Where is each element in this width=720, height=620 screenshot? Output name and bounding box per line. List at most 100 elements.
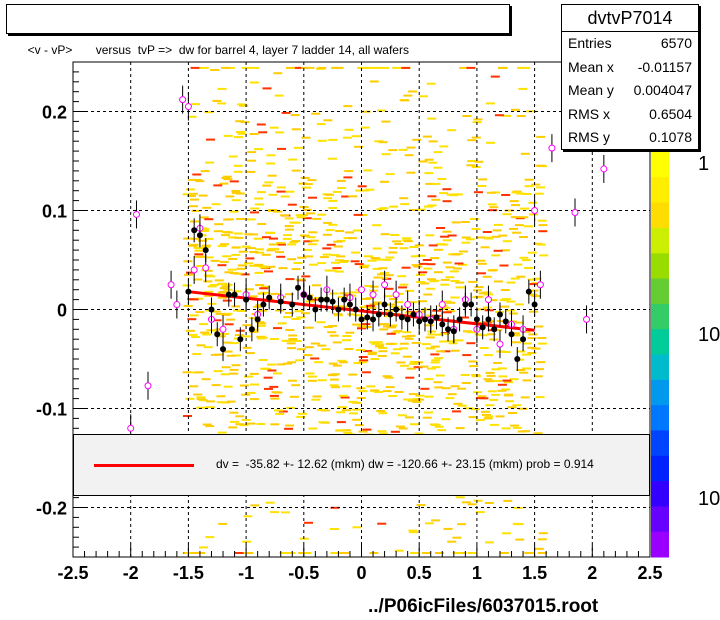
density-cell (369, 303, 379, 306)
density-cell (328, 373, 338, 376)
black-marker (531, 301, 538, 308)
density-cell (328, 199, 338, 202)
density-cell (291, 384, 301, 387)
palette-cell (651, 202, 669, 229)
density-cell (378, 432, 388, 435)
density-cell (228, 426, 238, 429)
density-cell (404, 337, 414, 340)
density-cell (439, 145, 449, 148)
density-cell (435, 374, 445, 377)
density-cell (464, 407, 474, 410)
density-cell (328, 138, 338, 141)
density-cell (487, 269, 497, 272)
density-cell (227, 268, 237, 271)
density-cell (488, 209, 498, 212)
density-cell (441, 350, 451, 353)
density-cell (500, 305, 510, 308)
density-cell (447, 129, 457, 132)
density-cell (434, 248, 443, 251)
density-cell (528, 213, 538, 216)
density-cell (511, 204, 520, 207)
black-marker (225, 291, 232, 298)
density-cell (301, 275, 311, 278)
density-cell (474, 286, 484, 289)
density-cell (520, 152, 530, 155)
density-cell (494, 114, 504, 117)
density-cell (254, 197, 264, 200)
density-cell (536, 186, 545, 189)
stats-label: RMS x (568, 105, 610, 122)
density-cell (188, 178, 198, 181)
density-cell (317, 66, 327, 69)
density-cell (267, 174, 277, 177)
density-cell (351, 251, 360, 254)
density-cell (317, 139, 327, 142)
density-cell (518, 87, 528, 90)
density-cell (376, 208, 386, 211)
density-cell (373, 276, 383, 279)
density-cell (471, 375, 481, 378)
density-cell (408, 393, 418, 396)
density-cell (231, 246, 241, 249)
density-cell (222, 175, 232, 178)
density-cell (385, 256, 395, 259)
density-cell (268, 193, 278, 196)
density-cell (408, 529, 418, 532)
density-cell (193, 278, 203, 281)
density-cell (280, 195, 290, 198)
density-cell (275, 131, 285, 134)
density-cell (425, 522, 434, 525)
density-cell (403, 94, 413, 97)
black-marker (398, 314, 405, 321)
density-cell (355, 189, 365, 192)
density-cell (342, 335, 352, 337)
density-cell (347, 237, 357, 240)
density-cell (422, 416, 432, 419)
density-cell (257, 223, 267, 225)
density-cell (501, 298, 511, 301)
density-cell (381, 153, 391, 156)
density-cell (380, 233, 390, 236)
open-marker (600, 165, 608, 173)
density-cell (502, 379, 512, 382)
density-cell (484, 237, 494, 240)
density-cell (187, 318, 197, 321)
density-cell (244, 233, 254, 236)
density-cell (418, 300, 427, 303)
density-cell (511, 334, 521, 337)
density-cell (501, 194, 511, 196)
palette-cell (651, 227, 669, 254)
density-cell (363, 350, 373, 353)
density-cell (341, 409, 351, 412)
density-cell (196, 344, 206, 347)
density-cell (538, 342, 548, 345)
density-cell (275, 413, 285, 415)
density-cell (510, 332, 520, 335)
density-cell (348, 400, 358, 403)
density-cell (447, 234, 457, 237)
density-cell (362, 428, 372, 431)
density-cell (270, 292, 280, 295)
density-cell (210, 69, 220, 71)
density-cell (308, 196, 317, 199)
density-cell (522, 193, 532, 195)
density-cell (223, 350, 233, 353)
density-cell (462, 354, 472, 357)
density-cell (244, 552, 254, 554)
stats-box: dvtvP7014 Entries 6570 Mean x -0.01157 Mea… (561, 4, 699, 150)
density-cell (340, 552, 350, 554)
density-cell (433, 151, 443, 154)
density-cell (426, 287, 436, 290)
density-cell (324, 193, 334, 196)
y-tick-label: 0 (57, 301, 67, 321)
density-cell (256, 123, 266, 126)
stats-value: 0.004047 (633, 82, 692, 98)
open-marker (358, 286, 365, 294)
black-marker (370, 316, 377, 323)
density-cell (291, 128, 301, 131)
density-cell (307, 379, 317, 382)
density-cell (434, 386, 444, 389)
density-cell (446, 301, 456, 304)
density-cell (300, 234, 309, 237)
density-cell (506, 309, 516, 312)
